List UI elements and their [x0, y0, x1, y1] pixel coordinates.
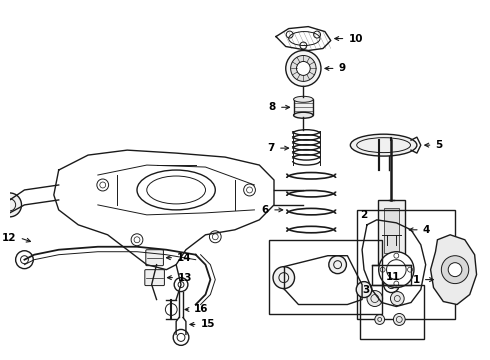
Text: 11: 11: [386, 272, 400, 282]
Ellipse shape: [350, 134, 417, 156]
Polygon shape: [431, 235, 477, 305]
FancyBboxPatch shape: [146, 250, 164, 266]
Bar: [360, 285, 424, 339]
Text: 4: 4: [423, 225, 430, 235]
Bar: [357, 210, 455, 319]
Circle shape: [0, 193, 22, 217]
Circle shape: [296, 62, 310, 75]
Circle shape: [244, 184, 255, 196]
Text: 12: 12: [2, 233, 17, 243]
Circle shape: [291, 55, 316, 81]
Text: 7: 7: [268, 143, 275, 153]
Circle shape: [209, 231, 221, 243]
Text: 9: 9: [339, 63, 346, 73]
Text: 14: 14: [177, 253, 192, 263]
Ellipse shape: [137, 170, 215, 210]
Text: 6: 6: [262, 205, 269, 215]
Text: 15: 15: [200, 319, 215, 329]
Circle shape: [375, 315, 385, 324]
Circle shape: [379, 252, 414, 288]
Text: 10: 10: [348, 33, 363, 44]
Circle shape: [329, 256, 346, 274]
Circle shape: [273, 267, 294, 289]
Circle shape: [393, 314, 405, 325]
Circle shape: [286, 50, 321, 86]
Circle shape: [356, 282, 372, 298]
Ellipse shape: [294, 112, 313, 118]
Text: 2: 2: [360, 210, 368, 220]
Bar: [378, 200, 405, 265]
Circle shape: [97, 179, 109, 191]
Bar: [384, 208, 399, 253]
Circle shape: [131, 234, 143, 246]
Circle shape: [391, 292, 404, 306]
Text: 16: 16: [194, 305, 208, 315]
Circle shape: [448, 263, 462, 276]
Text: 3: 3: [362, 284, 369, 294]
Text: 8: 8: [269, 102, 276, 112]
Ellipse shape: [294, 96, 313, 102]
Bar: [269, 240, 382, 315]
Text: 1: 1: [413, 275, 420, 285]
Text: 13: 13: [178, 273, 193, 283]
Circle shape: [441, 256, 469, 284]
FancyBboxPatch shape: [145, 270, 165, 285]
Text: 5: 5: [436, 140, 443, 150]
Bar: [294, 99, 313, 115]
Circle shape: [367, 291, 383, 306]
